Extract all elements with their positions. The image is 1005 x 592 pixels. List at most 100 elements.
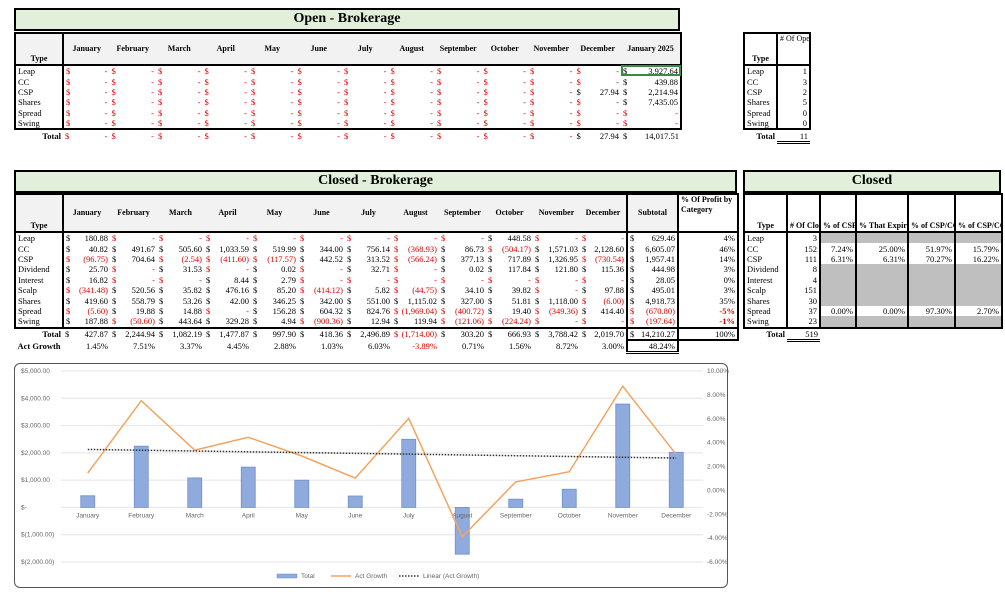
- value-cell[interactable]: $2.79: [251, 275, 298, 285]
- value-cell[interactable]: $ -: [203, 65, 250, 76]
- pct-cell[interactable]: 6.31%: [820, 253, 857, 265]
- value-cell[interactable]: $121.80: [533, 264, 580, 274]
- count-cell[interactable]: 30: [787, 295, 821, 306]
- value-cell[interactable]: $ -: [203, 97, 250, 107]
- value-cell[interactable]: $ -: [435, 108, 482, 118]
- value-cell[interactable]: $86.73: [439, 243, 486, 254]
- value-cell[interactable]: $ -: [204, 306, 251, 316]
- value-cell[interactable]: $704.64: [110, 254, 157, 264]
- pct-cell[interactable]: [856, 274, 909, 285]
- value-cell[interactable]: $ -: [528, 108, 575, 118]
- value-cell[interactable]: $ -: [157, 275, 204, 285]
- value-cell[interactable]: $ -: [482, 108, 529, 118]
- value-cell[interactable]: $156.28: [251, 306, 298, 316]
- pct-cell[interactable]: 3%: [678, 284, 739, 296]
- bar-total-december[interactable]: [668, 451, 684, 508]
- value-cell[interactable]: $ -: [345, 275, 392, 285]
- value-cell[interactable]: $ -: [345, 232, 392, 243]
- value-cell[interactable]: $115.36: [580, 264, 627, 274]
- count-cell[interactable]: 3: [777, 76, 811, 87]
- value-cell[interactable]: $329.28: [204, 316, 251, 329]
- monthly-profit-chart[interactable]: $5,000.00 $4,000.00 $3,000.00 $2,000.00 $1,0…: [14, 363, 729, 588]
- pct-cell[interactable]: [955, 316, 1003, 329]
- pct-cell[interactable]: [856, 316, 909, 329]
- value-cell[interactable]: $51.81: [486, 295, 533, 306]
- value-cell[interactable]: $ -: [110, 264, 157, 274]
- pct-cell[interactable]: [820, 295, 857, 306]
- pct-cell[interactable]: 3%: [678, 264, 739, 275]
- value-cell[interactable]: $ -: [528, 87, 575, 97]
- value-cell[interactable]: $ -: [389, 87, 436, 97]
- value-cell[interactable]: $ -: [575, 65, 622, 76]
- value-cell[interactable]: $ -: [389, 97, 436, 107]
- value-cell[interactable]: $448.58: [486, 232, 533, 243]
- value-cell[interactable]: $ -: [435, 117, 482, 131]
- value-cell[interactable]: $ -: [110, 97, 157, 107]
- legend-trend-label[interactable]: Linear (Act Growth): [423, 573, 479, 580]
- pct-cell[interactable]: -5%: [678, 305, 739, 317]
- value-cell[interactable]: $ -: [110, 275, 157, 285]
- value-cell[interactable]: $ (566.24): [392, 254, 439, 264]
- value-cell[interactable]: $32.71: [345, 264, 392, 274]
- value-cell[interactable]: $ -: [342, 108, 389, 118]
- value-cell[interactable]: $313.52: [345, 254, 392, 264]
- value-cell[interactable]: $ -: [580, 275, 627, 285]
- pct-cell[interactable]: 14%: [678, 253, 739, 265]
- act-growth-line[interactable]: [87, 384, 677, 539]
- value-cell[interactable]: $ -: [251, 232, 298, 243]
- value-cell[interactable]: $ (224.24): [486, 316, 533, 329]
- value-cell[interactable]: $ -: [110, 65, 157, 76]
- value-cell[interactable]: $327.00: [439, 295, 486, 306]
- value-cell[interactable]: $ (400.72): [439, 306, 486, 316]
- pct-cell[interactable]: 70.27%: [908, 253, 956, 265]
- value-cell[interactable]: $ -: [296, 65, 343, 76]
- value-cell[interactable]: $ -: [528, 117, 575, 131]
- value-cell[interactable]: $7,435.05: [621, 97, 682, 108]
- pct-cell[interactable]: [908, 284, 956, 296]
- value-cell[interactable]: $ (414.12): [298, 285, 345, 295]
- value-cell[interactable]: $491.67: [110, 243, 157, 254]
- bar-total-april[interactable]: [240, 466, 256, 508]
- pct-cell[interactable]: [820, 232, 857, 244]
- pct-cell[interactable]: 35%: [678, 295, 739, 306]
- value-cell[interactable]: $ (96.75): [63, 254, 110, 264]
- pct-cell[interactable]: [955, 232, 1003, 244]
- value-cell[interactable]: $ -: [296, 87, 343, 97]
- value-cell[interactable]: $520.56: [110, 285, 157, 295]
- value-cell[interactable]: $0.02: [439, 264, 486, 274]
- bar-total-january[interactable]: [80, 495, 96, 508]
- pct-cell[interactable]: [856, 284, 909, 296]
- pct-cell[interactable]: [955, 284, 1003, 296]
- value-cell[interactable]: $180.88: [63, 232, 110, 243]
- value-cell[interactable]: $14.88: [157, 306, 204, 316]
- value-cell[interactable]: $ -: [63, 108, 110, 118]
- pct-cell[interactable]: [856, 264, 909, 275]
- value-cell[interactable]: $12.94: [345, 316, 392, 329]
- value-cell[interactable]: $ -: [342, 87, 389, 97]
- value-cell[interactable]: $2,128.60: [580, 243, 627, 254]
- count-cell[interactable]: 23: [787, 316, 821, 329]
- bar-total-june[interactable]: [347, 495, 363, 508]
- value-cell[interactable]: $1,571.03: [533, 243, 580, 254]
- value-cell[interactable]: $ -: [249, 65, 296, 76]
- pct-cell[interactable]: [908, 232, 956, 244]
- value-cell[interactable]: $ -: [580, 232, 627, 243]
- value-cell[interactable]: $ (1,969.04): [392, 306, 439, 316]
- value-cell[interactable]: $187.88: [63, 316, 110, 329]
- value-cell[interactable]: $19.40: [486, 306, 533, 316]
- pct-cell[interactable]: [955, 264, 1003, 275]
- subtotal-cell[interactable]: $ (670.80): [626, 305, 679, 317]
- value-cell[interactable]: $ -: [63, 117, 110, 131]
- value-cell[interactable]: $ -: [295, 117, 342, 131]
- value-cell[interactable]: $ -: [298, 232, 345, 243]
- subtotal-cell[interactable]: $ (197.64): [626, 316, 679, 329]
- value-cell[interactable]: $ -: [439, 275, 486, 285]
- pct-cell[interactable]: 0.00%: [856, 305, 909, 317]
- value-cell[interactable]: $ -: [481, 117, 528, 131]
- bar-total-september[interactable]: [508, 498, 524, 508]
- pct-cell[interactable]: [908, 264, 956, 275]
- value-cell[interactable]: $ -: [63, 76, 110, 87]
- value-cell[interactable]: $ -: [249, 117, 296, 131]
- bar-total-may[interactable]: [294, 479, 310, 508]
- value-cell[interactable]: $ -: [482, 76, 529, 87]
